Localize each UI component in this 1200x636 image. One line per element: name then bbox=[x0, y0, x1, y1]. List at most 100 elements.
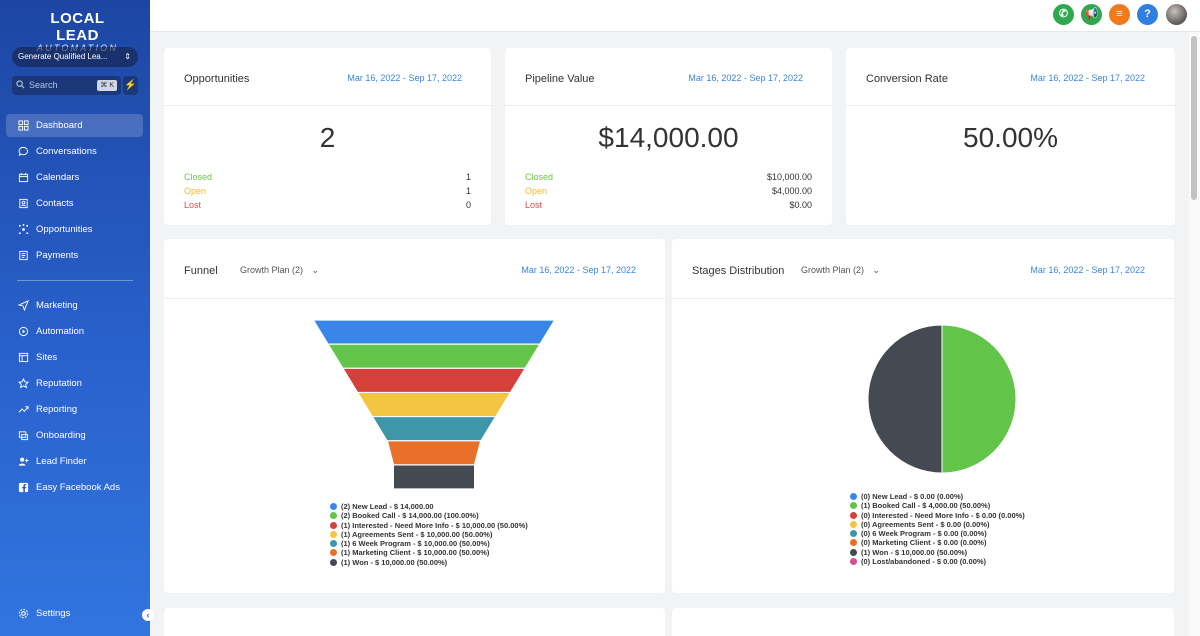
sidebar-item-label: Easy Facebook Ads bbox=[36, 482, 120, 493]
sites-icon bbox=[18, 352, 29, 363]
stat-label: Open bbox=[525, 186, 548, 196]
chevron-down-icon: ⌄ bbox=[311, 265, 320, 275]
funnel-segment-marketing-client[interactable] bbox=[388, 441, 480, 465]
sidebar-item-payments[interactable]: Payments bbox=[6, 244, 143, 267]
chat-icon bbox=[18, 146, 28, 157]
sidebar-item-label: Reporting bbox=[36, 404, 78, 415]
legend-item[interactable]: (1) Agreements Sent - $ 10,000.00 (50.00… bbox=[330, 530, 528, 539]
dropdown-label: Growth Plan (2) bbox=[801, 265, 865, 275]
legend-dot bbox=[850, 493, 857, 500]
stat-row-open: Open $4,000.00 bbox=[525, 186, 812, 200]
funnel-segment-6-week-program[interactable] bbox=[373, 417, 495, 441]
pie-chart bbox=[867, 324, 1017, 474]
legend-item[interactable]: (1) Booked Call - $ 4,000.00 (50.00%) bbox=[850, 501, 1025, 510]
legend-dot bbox=[850, 539, 857, 547]
sidebar-item-label: Dashboard bbox=[36, 120, 83, 131]
automation-icon bbox=[18, 326, 29, 337]
legend-dot bbox=[330, 530, 337, 538]
sidebar-item-marketing[interactable]: Marketing bbox=[6, 294, 143, 317]
funnel-segment-interested-need-more-info[interactable] bbox=[343, 368, 525, 392]
pipeline-dropdown[interactable]: Growth Plan (2) ⌄ bbox=[240, 265, 319, 276]
legend-label: (0) Agreements Sent - $ 0.00 (0.00%) bbox=[861, 519, 990, 529]
opportunities-icon bbox=[18, 224, 29, 235]
task-list-icon[interactable]: ≡ bbox=[1109, 4, 1130, 25]
legend-item[interactable]: (1) Won - $ 10,000.00 (50.00%) bbox=[850, 548, 1025, 557]
stat-value: 1 bbox=[465, 172, 471, 182]
sidebar-item-reputation[interactable]: Reputation bbox=[6, 372, 143, 395]
legend-item[interactable]: (1) Interested - Need More Info - $ 10,0… bbox=[330, 521, 528, 530]
legend-label: (0) Interested - Need More Info - $ 0.00… bbox=[861, 510, 1025, 520]
account-switcher[interactable]: Generate Qualified Lea... ⇕ bbox=[12, 47, 138, 67]
sidebar-item-lead-finder[interactable]: Lead Finder bbox=[6, 450, 143, 473]
card-title: Stages Distribution bbox=[692, 265, 785, 277]
date-range[interactable]: Mar 16, 2022 - Sep 17, 2022 bbox=[1030, 265, 1145, 275]
sidebar-item-reporting[interactable]: Reporting bbox=[6, 398, 143, 421]
search-input[interactable]: Search ⌘ K bbox=[12, 76, 121, 95]
sidebar: LOCAL LEAD AUTOMATION Generate Qualified… bbox=[0, 0, 154, 636]
legend-item[interactable]: (0) New Lead - $ 0.00 (0.00%) bbox=[850, 492, 1025, 501]
megaphone-icon[interactable]: 📢 bbox=[1081, 4, 1102, 25]
sidebar-item-settings[interactable]: Settings bbox=[6, 602, 143, 625]
avatar[interactable] bbox=[1166, 4, 1187, 25]
legend-item[interactable]: (1) Marketing Client - $ 10,000.00 (50.0… bbox=[330, 548, 528, 557]
pie-slice-won[interactable] bbox=[867, 324, 943, 474]
opportunities-card: Opportunities Mar 16, 2022 - Sep 17, 202… bbox=[164, 48, 491, 225]
sidebar-item-opportunities[interactable]: Opportunities bbox=[6, 218, 143, 241]
lightning-icon[interactable]: ⚡ bbox=[123, 76, 138, 95]
legend-item[interactable]: (0) Interested - Need More Info - $ 0.00… bbox=[850, 511, 1025, 520]
legend-item[interactable]: (0) Lost/abandoned - $ 0.00 (0.00%) bbox=[850, 557, 1025, 566]
legend-label: (1) Booked Call - $ 4,000.00 (50.00%) bbox=[861, 501, 991, 511]
sidebar-item-easy-facebook-ads[interactable]: Easy Facebook Ads bbox=[6, 476, 143, 499]
sidebar-item-label: Calendars bbox=[36, 172, 80, 183]
legend-item[interactable]: (1) 6 Week Program - $ 10,000.00 (50.00%… bbox=[330, 539, 528, 548]
add-user-icon bbox=[18, 457, 29, 466]
sidebar-item-calendars[interactable]: Calendars bbox=[6, 166, 143, 189]
legend-dot bbox=[330, 512, 337, 520]
collapse-sidebar-icon[interactable]: ‹ bbox=[142, 609, 154, 621]
date-range[interactable]: Mar 16, 2022 - Sep 17, 2022 bbox=[688, 73, 803, 83]
scrollbar-track[interactable] bbox=[1189, 32, 1200, 636]
sidebar-item-label: Reputation bbox=[36, 378, 82, 389]
help-icon[interactable]: ? bbox=[1137, 4, 1158, 25]
sidebar-item-conversations[interactable]: Conversations bbox=[6, 140, 143, 163]
phone-icon[interactable]: ✆ bbox=[1053, 4, 1074, 25]
stat-label: Closed bbox=[184, 172, 213, 182]
pipeline-dropdown[interactable]: Growth Plan (2) ⌄ bbox=[801, 265, 880, 276]
scrollbar-thumb[interactable] bbox=[1191, 36, 1197, 200]
opportunities-count: 2 bbox=[319, 122, 336, 153]
date-range[interactable]: Mar 16, 2022 - Sep 17, 2022 bbox=[521, 265, 636, 275]
chevron-updown-icon: ⇕ bbox=[124, 52, 131, 61]
sidebar-item-contacts[interactable]: Contacts bbox=[6, 192, 143, 215]
funnel-segment-booked-call[interactable] bbox=[329, 344, 539, 368]
date-range[interactable]: Mar 16, 2022 - Sep 17, 2022 bbox=[347, 73, 462, 83]
legend-item[interactable]: (0) 6 Week Program - $ 0.00 (0.00%) bbox=[850, 529, 1025, 538]
card-divider bbox=[672, 298, 1174, 299]
legend-item[interactable]: (0) Marketing Client - $ 0.00 (0.00%) bbox=[850, 538, 1025, 547]
card-title: Pipeline Value bbox=[525, 73, 595, 85]
sidebar-item-sites[interactable]: Sites bbox=[6, 346, 143, 369]
legend-label: (1) Won - $ 10,000.00 (50.00%) bbox=[861, 547, 968, 557]
stat-row-lost: Lost $0.00 bbox=[525, 200, 812, 214]
legend-item[interactable]: (1) Won - $ 10,000.00 (50.00%) bbox=[330, 558, 528, 567]
funnel-segment-won[interactable] bbox=[394, 465, 474, 489]
card-divider bbox=[164, 298, 665, 299]
sidebar-item-automation[interactable]: Automation bbox=[6, 320, 143, 343]
logo-line1: LOCAL LEAD bbox=[50, 10, 105, 44]
pie-slice-booked-call[interactable] bbox=[941, 324, 1017, 474]
sidebar-item-onboarding[interactable]: Onboarding bbox=[6, 424, 143, 447]
sidebar-item-label: Conversations bbox=[36, 146, 97, 157]
legend-label: (1) Interested - Need More Info - $ 10,0… bbox=[341, 520, 528, 530]
legend-item[interactable]: (2) New Lead - $ 14,000.00 bbox=[330, 502, 528, 511]
account-name: Generate Qualified Lea... bbox=[18, 52, 108, 61]
date-range[interactable]: Mar 16, 2022 - Sep 17, 2022 bbox=[1030, 73, 1145, 83]
legend-item[interactable]: (0) Agreements Sent - $ 0.00 (0.00%) bbox=[850, 520, 1025, 529]
funnel-segment-new-lead[interactable] bbox=[314, 320, 554, 344]
card-title: Opportunities bbox=[184, 73, 250, 85]
sidebar-item-label: Onboarding bbox=[36, 430, 86, 441]
sidebar-item-dashboard[interactable]: Dashboard bbox=[6, 114, 143, 137]
legend-dot bbox=[330, 540, 337, 548]
funnel-segment-agreements-sent[interactable] bbox=[358, 393, 510, 416]
stages-legend: (0) New Lead - $ 0.00 (0.00%) (1) Booked … bbox=[850, 492, 1025, 566]
legend-item[interactable]: (2) Booked Call - $ 14,000.00 (100.00%) bbox=[330, 511, 528, 520]
facebook-icon bbox=[18, 482, 29, 493]
